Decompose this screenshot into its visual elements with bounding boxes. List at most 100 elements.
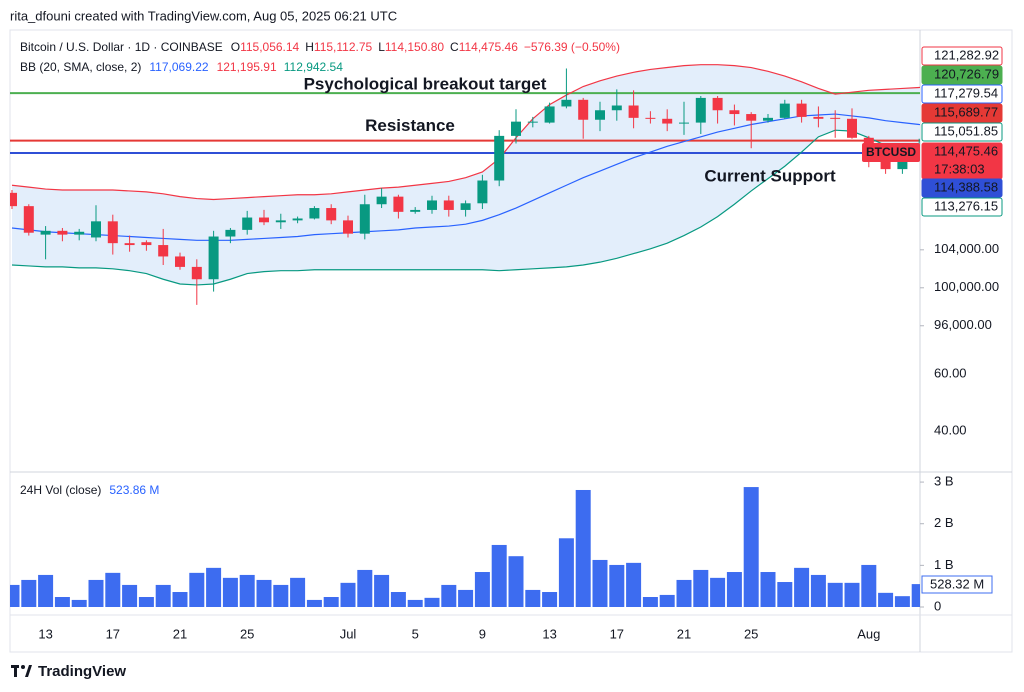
volume-bar: [542, 592, 558, 607]
volume-bar: [290, 577, 306, 607]
band-fill: [12, 64, 920, 285]
candle-body: [40, 230, 51, 235]
level-label: Resistance: [365, 116, 455, 135]
volume-bar: [794, 567, 810, 607]
price-tag: 114,475.46: [934, 143, 998, 158]
frame: [9, 29, 1013, 653]
volume-bar: [357, 569, 373, 607]
volume-bar: [21, 579, 37, 607]
attribution: rita_dfouni created with TradingView.com…: [10, 8, 397, 23]
candle-body: [208, 236, 219, 280]
candle-body: [191, 266, 202, 280]
volume-bar: [777, 582, 793, 607]
candle-body: [880, 161, 891, 170]
volume-bar: [558, 538, 574, 607]
volume-last: 523.86 M: [109, 483, 159, 497]
volume-bar: [810, 574, 826, 607]
volume-bar: [827, 582, 843, 607]
candle-body: [259, 217, 269, 223]
logo: TradingView: [11, 663, 126, 680]
band-line: [11, 64, 920, 201]
band-line: [11, 113, 920, 241]
price-tag-box: [921, 84, 1003, 104]
candle-body: [242, 217, 253, 230]
volume-bar: [911, 584, 920, 607]
price-tag: 113,276.15: [934, 198, 998, 213]
change: −576.39 (−0.50%): [524, 40, 620, 54]
candle-body: [628, 105, 639, 118]
volume-bar: [844, 582, 860, 607]
volume-bar: [726, 572, 742, 607]
volume-bar: [693, 569, 709, 607]
volume-bar: [222, 577, 238, 607]
volume-bar: [508, 556, 524, 607]
x-tick-label: Jul: [340, 626, 357, 641]
ohlc-value: 114,475.46: [459, 40, 518, 54]
level-label: Current Support: [704, 166, 836, 185]
volume-bar: [273, 584, 289, 607]
volume-bar: [592, 559, 608, 607]
symbol-legend: Bitcoin / U.S. Dollar · 1D · COINBASE O11…: [20, 40, 620, 54]
volume-bar: [525, 589, 541, 607]
logo-mark: [14, 665, 17, 677]
ohlc-value: 115,056.14: [240, 40, 299, 54]
candle-body: [124, 243, 135, 246]
x-tick-label: 5: [412, 626, 419, 641]
price-tag-box: [921, 46, 1003, 66]
volume-bar: [861, 564, 877, 607]
volume-bar: [155, 584, 171, 607]
level-label: Psychological breakout target: [304, 75, 547, 94]
axis-label: 60.00: [934, 365, 967, 380]
volume-bar: [172, 592, 188, 607]
candle-body: [746, 114, 757, 121]
candle-body: [544, 106, 555, 123]
volume-bar: [374, 574, 390, 607]
volume-bar: [10, 584, 20, 607]
volume-legend: 24H Vol (close) 523.86 M: [20, 483, 159, 497]
logo-mark: [25, 665, 32, 677]
symbol-tag: BTCUSD: [866, 145, 916, 159]
candle-body: [91, 221, 101, 238]
volume-bar: [71, 599, 87, 607]
volume-bar: [306, 599, 322, 607]
axis-label: 40.00: [934, 422, 967, 437]
x-tick-label: 21: [677, 626, 691, 641]
ohlc-value: 114,150.80: [385, 40, 444, 54]
candle-body: [393, 196, 404, 212]
candle-body: [595, 110, 605, 120]
volume-bar: [676, 579, 692, 607]
candle-body: [376, 196, 387, 205]
ohlc-label: H: [305, 40, 314, 54]
volume-bar: [458, 589, 474, 607]
candle-body: [477, 180, 488, 204]
price-tick-label: 100,000.00: [934, 279, 999, 294]
candle-body: [511, 121, 521, 136]
x-tick-label: 17: [610, 626, 624, 641]
candle-body: [695, 97, 706, 123]
price-tick-label: 96,000.00: [934, 317, 992, 332]
candle-body: [813, 116, 824, 119]
brand: TradingView: [38, 663, 126, 680]
candle-body: [763, 117, 773, 121]
volume-bar: [239, 574, 255, 607]
candle-body: [796, 103, 807, 117]
volume-tick-label: 1 B: [934, 557, 954, 572]
logo-mark: [21, 665, 25, 669]
price-tag-box: [921, 65, 1003, 85]
candle-body: [175, 256, 185, 267]
symbol: Bitcoin / U.S. Dollar · 1D · COINBASE: [20, 40, 223, 54]
candle-body: [662, 118, 673, 124]
price-tag: 120,726.79: [934, 66, 999, 81]
volume-bar: [256, 579, 272, 607]
volume-bar: [122, 584, 138, 607]
candle-body: [158, 245, 169, 257]
volume-bar: [642, 597, 658, 607]
candle-body: [527, 121, 538, 123]
legend-header: Bitcoin / U.S. Dollar · 1D · COINBASE O11…: [20, 40, 620, 74]
volume-bar: [88, 579, 104, 607]
candle-body: [729, 110, 740, 115]
candle-body: [141, 242, 152, 246]
x-tick-label: 17: [106, 626, 120, 641]
